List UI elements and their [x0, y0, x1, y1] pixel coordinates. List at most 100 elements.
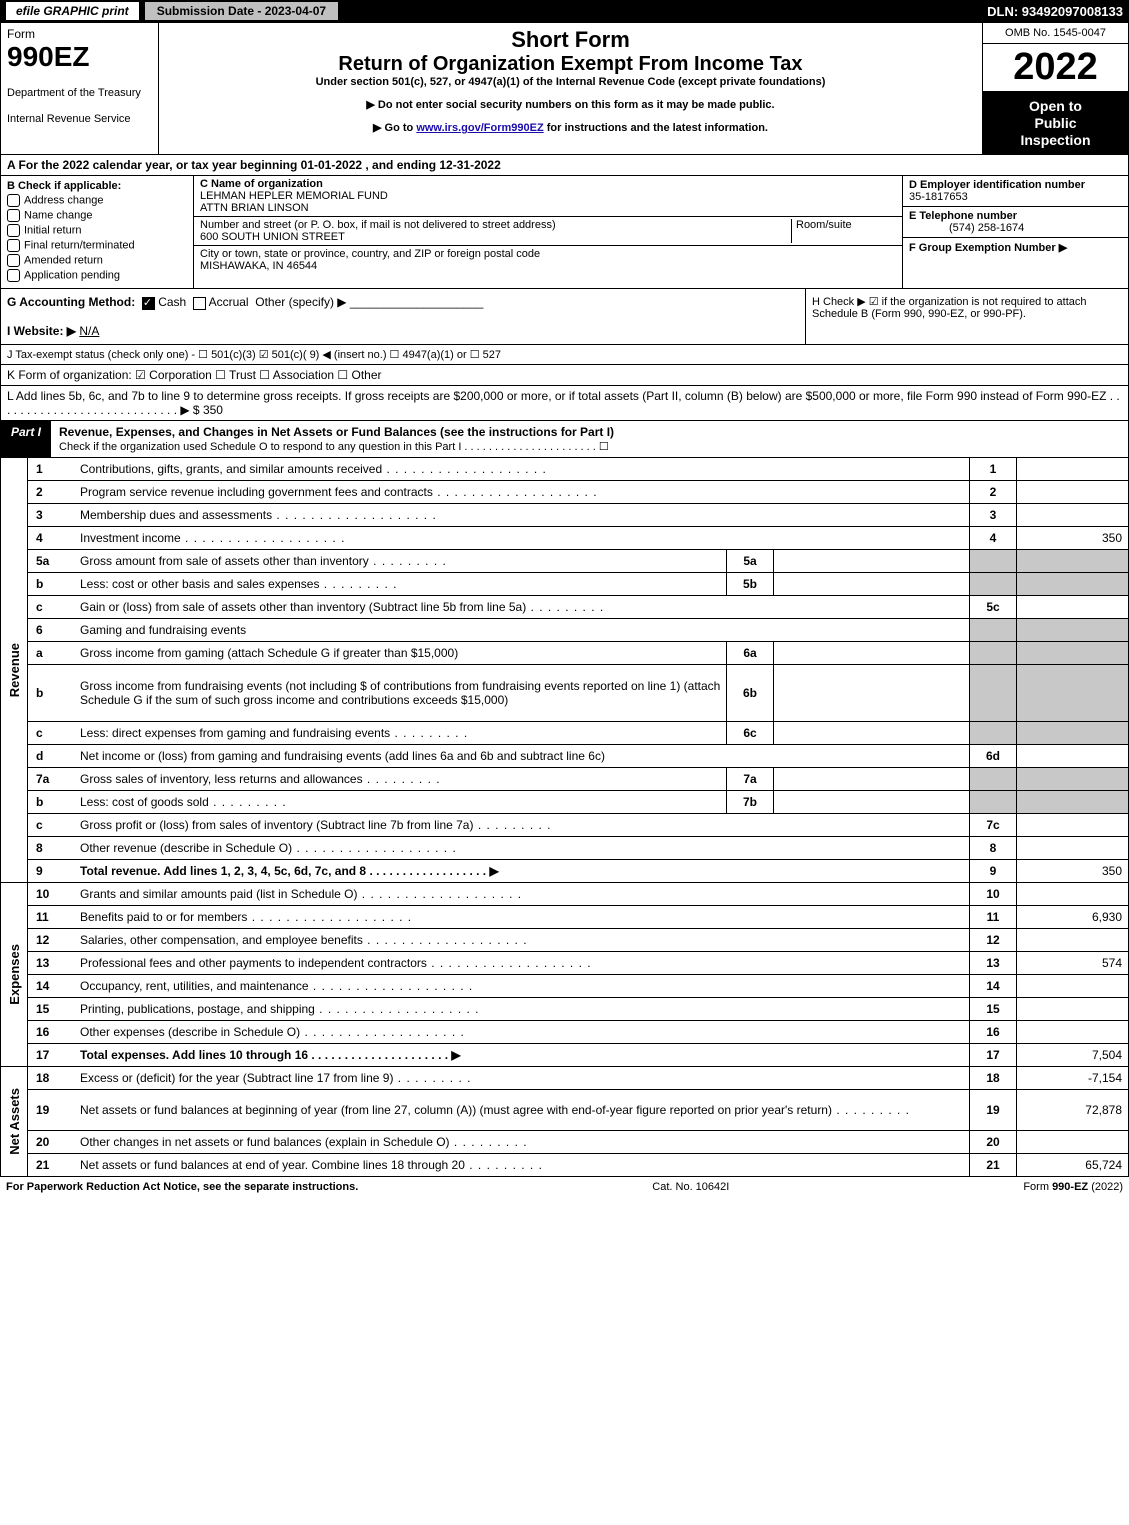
city-label: City or town, state or province, country…: [200, 248, 540, 260]
line-3: 3Membership dues and assessments3: [28, 504, 1128, 527]
line-16: 16Other expenses (describe in Schedule O…: [28, 1021, 1128, 1044]
irs-label: Internal Revenue Service: [7, 113, 152, 125]
line-17: 17Total expenses. Add lines 10 through 1…: [28, 1044, 1128, 1066]
line-5b: bLess: cost or other basis and sales exp…: [28, 573, 1128, 596]
line-20: 20Other changes in net assets or fund ba…: [28, 1131, 1128, 1154]
dept-treasury: Department of the Treasury: [7, 87, 152, 99]
form-number: 990EZ: [7, 41, 152, 73]
header-left: Form 990EZ Department of the Treasury In…: [1, 23, 159, 154]
expenses-side: Expenses: [1, 883, 28, 1066]
d-val: 35-1817653: [909, 191, 968, 203]
org-name: LEHMAN HEPLER MEMORIAL FUND: [200, 190, 388, 202]
tax-year: 2022: [983, 44, 1128, 92]
efile-label: efile GRAPHIC print: [6, 2, 139, 20]
cb-pending: Application pending: [7, 269, 187, 282]
line-9: 9Total revenue. Add lines 1, 2, 3, 4, 5c…: [28, 860, 1128, 882]
section-b: B Check if applicable: Address change Na…: [1, 176, 194, 288]
part1-desc: Revenue, Expenses, and Changes in Net As…: [51, 421, 1128, 457]
c-street: Number and street (or P. O. box, if mail…: [194, 217, 902, 246]
accrual-checkbox: [193, 297, 206, 310]
line-6d: dNet income or (loss) from gaming and fu…: [28, 745, 1128, 768]
header-center: Short Form Return of Organization Exempt…: [159, 23, 982, 154]
revenue-block: Revenue 1Contributions, gifts, grants, a…: [1, 458, 1128, 883]
top-bar: efile GRAPHIC print Submission Date - 20…: [0, 0, 1129, 22]
section-a: A For the 2022 calendar year, or tax yea…: [1, 155, 1128, 176]
line-1: 1Contributions, gifts, grants, and simil…: [28, 458, 1128, 481]
section-h: H Check ▶ ☑ if the organization is not r…: [805, 289, 1128, 343]
cb-name-change: Name change: [7, 209, 187, 222]
cash-checkbox: [142, 297, 155, 310]
d-ein: D Employer identification number 35-1817…: [903, 176, 1128, 207]
line-10: 10Grants and similar amounts paid (list …: [28, 883, 1128, 906]
cb-final-return: Final return/terminated: [7, 239, 187, 252]
section-j: J Tax-exempt status (check only one) - ☐…: [1, 345, 1128, 365]
other-label: Other (specify) ▶: [255, 295, 346, 309]
line-5c: cGain or (loss) from sale of assets othe…: [28, 596, 1128, 619]
c-name: C Name of organization LEHMAN HEPLER MEM…: [194, 176, 902, 217]
line-13: 13Professional fees and other payments t…: [28, 952, 1128, 975]
subline: Under section 501(c), 527, or 4947(a)(1)…: [165, 76, 976, 88]
e-val: (574) 258-1674: [909, 222, 1024, 234]
irs-link[interactable]: www.irs.gov/Form990EZ: [416, 122, 543, 134]
city-val: MISHAWAKA, IN 46544: [200, 260, 317, 272]
line-4: 4Investment income4350: [28, 527, 1128, 550]
header-right: OMB No. 1545-0047 2022 Open to Public In…: [982, 23, 1128, 154]
e-label: E Telephone number: [909, 210, 1017, 222]
line-5a: 5aGross amount from sale of assets other…: [28, 550, 1128, 573]
cb-initial-return: Initial return: [7, 224, 187, 237]
form-container: Form 990EZ Department of the Treasury In…: [0, 22, 1129, 1177]
section-k: K Form of organization: ☑ Corporation ☐ …: [1, 365, 1128, 386]
omb-number: OMB No. 1545-0047: [983, 23, 1128, 44]
line-7a: 7aGross sales of inventory, less returns…: [28, 768, 1128, 791]
netassets-block: Net Assets 18Excess or (deficit) for the…: [1, 1067, 1128, 1176]
cash-label: Cash: [158, 295, 186, 309]
c-city: City or town, state or province, country…: [194, 246, 902, 274]
room-suite: Room/suite: [791, 219, 896, 243]
footer-right: Form 990-EZ (2022): [1023, 1181, 1123, 1193]
f-group: F Group Exemption Number ▶: [903, 238, 1128, 257]
f-label: F Group Exemption Number ▶: [909, 242, 1067, 254]
part1-header: Part I Revenue, Expenses, and Changes in…: [1, 421, 1128, 458]
line-18: 18Excess or (deficit) for the year (Subt…: [28, 1067, 1128, 1090]
accrual-label: Accrual: [209, 295, 249, 309]
c-label: C Name of organization: [200, 178, 323, 190]
line-12: 12Salaries, other compensation, and empl…: [28, 929, 1128, 952]
section-l: L Add lines 5b, 6c, and 7b to line 9 to …: [1, 386, 1128, 421]
open1: Open to: [1029, 98, 1082, 114]
cb-address-change: Address change: [7, 194, 187, 207]
org-attn: ATTN BRIAN LINSON: [200, 202, 309, 214]
i-val: N/A: [79, 324, 99, 338]
revenue-side: Revenue: [1, 458, 28, 882]
section-gh: G Accounting Method: Cash Accrual Other …: [1, 289, 1128, 344]
street-val: 600 SOUTH UNION STREET: [200, 231, 345, 243]
section-bc: B Check if applicable: Address change Na…: [1, 176, 1128, 289]
b-label: B Check if applicable:: [7, 180, 187, 192]
dln: DLN: 93492097008133: [987, 4, 1123, 19]
submission-date: Submission Date - 2023-04-07: [145, 2, 338, 20]
footer-left: For Paperwork Reduction Act Notice, see …: [6, 1181, 358, 1193]
warn-ssn: ▶ Do not enter social security numbers o…: [165, 98, 976, 111]
title-short-form: Short Form: [165, 27, 976, 53]
footer-mid: Cat. No. 10642I: [652, 1181, 729, 1193]
d-label: D Employer identification number: [909, 179, 1085, 191]
section-c: C Name of organization LEHMAN HEPLER MEM…: [194, 176, 902, 288]
g-label: G Accounting Method:: [7, 295, 135, 309]
street-label: Number and street (or P. O. box, if mail…: [200, 219, 556, 231]
warn2-pre: ▶ Go to: [373, 122, 416, 134]
title-return: Return of Organization Exempt From Incom…: [165, 53, 976, 76]
line-8: 8Other revenue (describe in Schedule O)8: [28, 837, 1128, 860]
warn-link: ▶ Go to www.irs.gov/Form990EZ for instru…: [165, 121, 976, 134]
cb-amended: Amended return: [7, 254, 187, 267]
line-19: 19Net assets or fund balances at beginni…: [28, 1090, 1128, 1131]
line-7b: bLess: cost of goods sold7b: [28, 791, 1128, 814]
section-def: D Employer identification number 35-1817…: [902, 176, 1128, 288]
part1-title: Revenue, Expenses, and Changes in Net As…: [59, 425, 614, 439]
form-header: Form 990EZ Department of the Treasury In…: [1, 23, 1128, 155]
line-6c: cLess: direct expenses from gaming and f…: [28, 722, 1128, 745]
line-15: 15Printing, publications, postage, and s…: [28, 998, 1128, 1021]
open2: Public: [1034, 115, 1076, 131]
part1-sub: Check if the organization used Schedule …: [59, 441, 609, 453]
line-6: 6Gaming and fundraising events: [28, 619, 1128, 642]
line-2: 2Program service revenue including gover…: [28, 481, 1128, 504]
line-14: 14Occupancy, rent, utilities, and mainte…: [28, 975, 1128, 998]
